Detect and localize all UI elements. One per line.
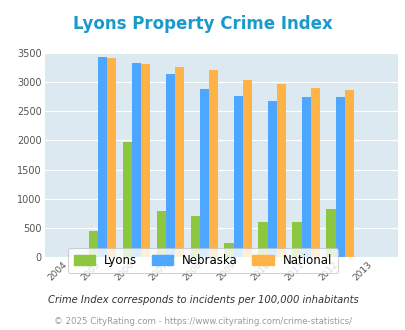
Bar [224, 243, 233, 257]
Bar [233, 96, 242, 257]
Bar [132, 63, 141, 257]
Bar [344, 90, 353, 257]
Bar [208, 70, 217, 257]
Bar [156, 211, 165, 257]
Bar [292, 222, 301, 257]
Bar [98, 57, 107, 257]
Bar [88, 231, 98, 257]
Bar [190, 216, 199, 257]
Bar [141, 64, 150, 257]
Bar [242, 80, 252, 257]
Bar [301, 97, 310, 257]
Bar [276, 84, 285, 257]
Text: Crime Index corresponds to incidents per 100,000 inhabitants: Crime Index corresponds to incidents per… [47, 295, 358, 305]
Bar [267, 101, 276, 257]
Bar [258, 222, 267, 257]
Bar [122, 142, 132, 257]
Bar [326, 209, 335, 257]
Text: © 2025 CityRating.com - https://www.cityrating.com/crime-statistics/: © 2025 CityRating.com - https://www.city… [54, 317, 351, 326]
Bar [175, 67, 183, 257]
Text: Lyons Property Crime Index: Lyons Property Crime Index [73, 15, 332, 33]
Bar [107, 58, 116, 257]
Bar [165, 75, 175, 257]
Bar [335, 97, 344, 257]
Bar [199, 89, 208, 257]
Legend: Lyons, Nebraska, National: Lyons, Nebraska, National [68, 248, 337, 273]
Bar [310, 88, 319, 257]
